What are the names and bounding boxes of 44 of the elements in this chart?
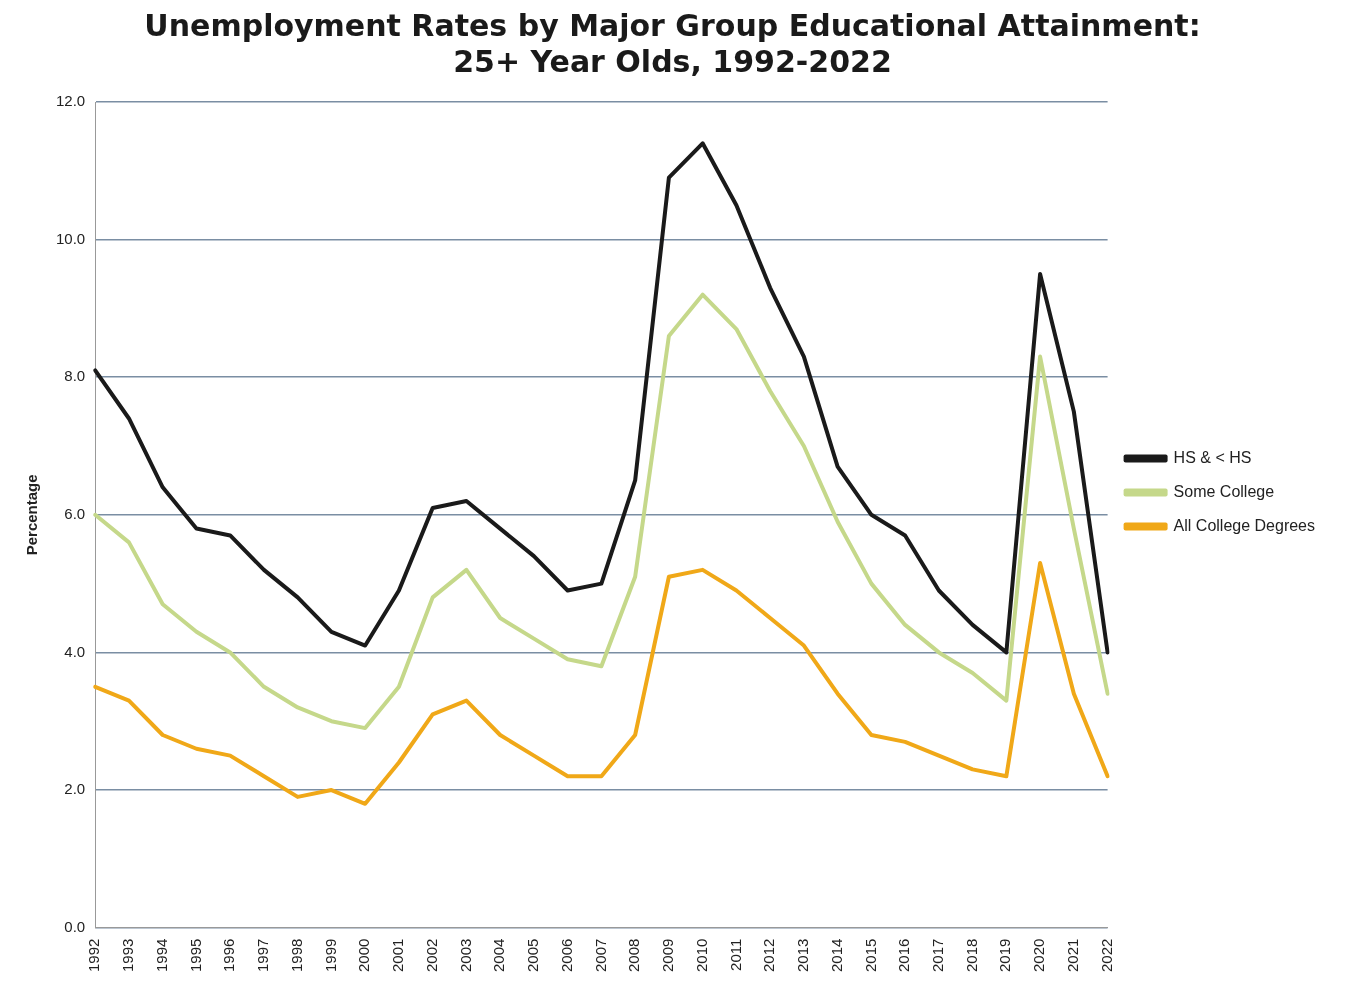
x-tick-label: 2014 — [827, 938, 845, 973]
x-tick-label: 2022 — [1097, 938, 1115, 973]
x-tick-label: 2018 — [962, 938, 980, 973]
x-tick-label: 2008 — [625, 938, 643, 973]
x-tick-label: 2012 — [760, 938, 778, 973]
x-tick-label: 1995 — [186, 938, 204, 973]
x-tick-label: 2020 — [1030, 938, 1048, 973]
x-tick-label: 1992 — [85, 938, 103, 973]
y-tick-label: 6.0 — [64, 504, 86, 522]
x-tick-label: 2013 — [794, 938, 812, 973]
x-tick-label: 2003 — [456, 938, 474, 973]
x-tick-label: 2015 — [861, 938, 879, 973]
y-tick-label: 4.0 — [64, 642, 86, 660]
x-tick-label: 2005 — [524, 938, 542, 973]
y-tick-label: 10.0 — [55, 229, 86, 247]
x-tick-label: 2019 — [996, 938, 1014, 973]
y-tick-label: 2.0 — [64, 780, 86, 798]
y-tick-label: 8.0 — [64, 367, 86, 385]
y-tick-label: 0.0 — [64, 917, 86, 935]
x-tick-label: 2021 — [1063, 938, 1081, 973]
legend-label: Some College — [1173, 482, 1275, 500]
x-tick-label: 2016 — [895, 938, 913, 973]
x-tick-label: 2017 — [929, 938, 946, 973]
y-axis-title: Percentage — [23, 474, 41, 556]
x-tick-label: 2007 — [591, 938, 609, 973]
x-tick-label: 1993 — [119, 938, 137, 973]
legend-label: HS & < HS — [1173, 448, 1252, 466]
x-tick-label: 2004 — [490, 938, 508, 973]
text: Unemployment Rates by Major Group Educational Attainment: — [144, 7, 1201, 43]
x-tick-label: 2001 — [389, 938, 407, 973]
x-tick-label: 1994 — [152, 938, 170, 973]
x-tick-label: 2009 — [659, 938, 677, 973]
x-tick-label: 2011 — [726, 938, 744, 971]
x-tick-label: 1997 — [254, 938, 272, 973]
x-tick-label: 2006 — [557, 938, 575, 973]
x-tick-label: 1998 — [287, 938, 305, 973]
x-tick-label: 1996 — [220, 938, 238, 973]
x-tick-label: 1999 — [321, 938, 339, 973]
x-tick-label: 2000 — [355, 938, 373, 973]
x-tick-label: 2002 — [422, 938, 440, 973]
y-tick-label: 12.0 — [55, 92, 86, 110]
x-tick-label: 2010 — [692, 938, 710, 973]
legend-label: All College Degrees — [1173, 516, 1315, 534]
text: 25+ Year Olds, 1992-2022 — [453, 43, 892, 79]
